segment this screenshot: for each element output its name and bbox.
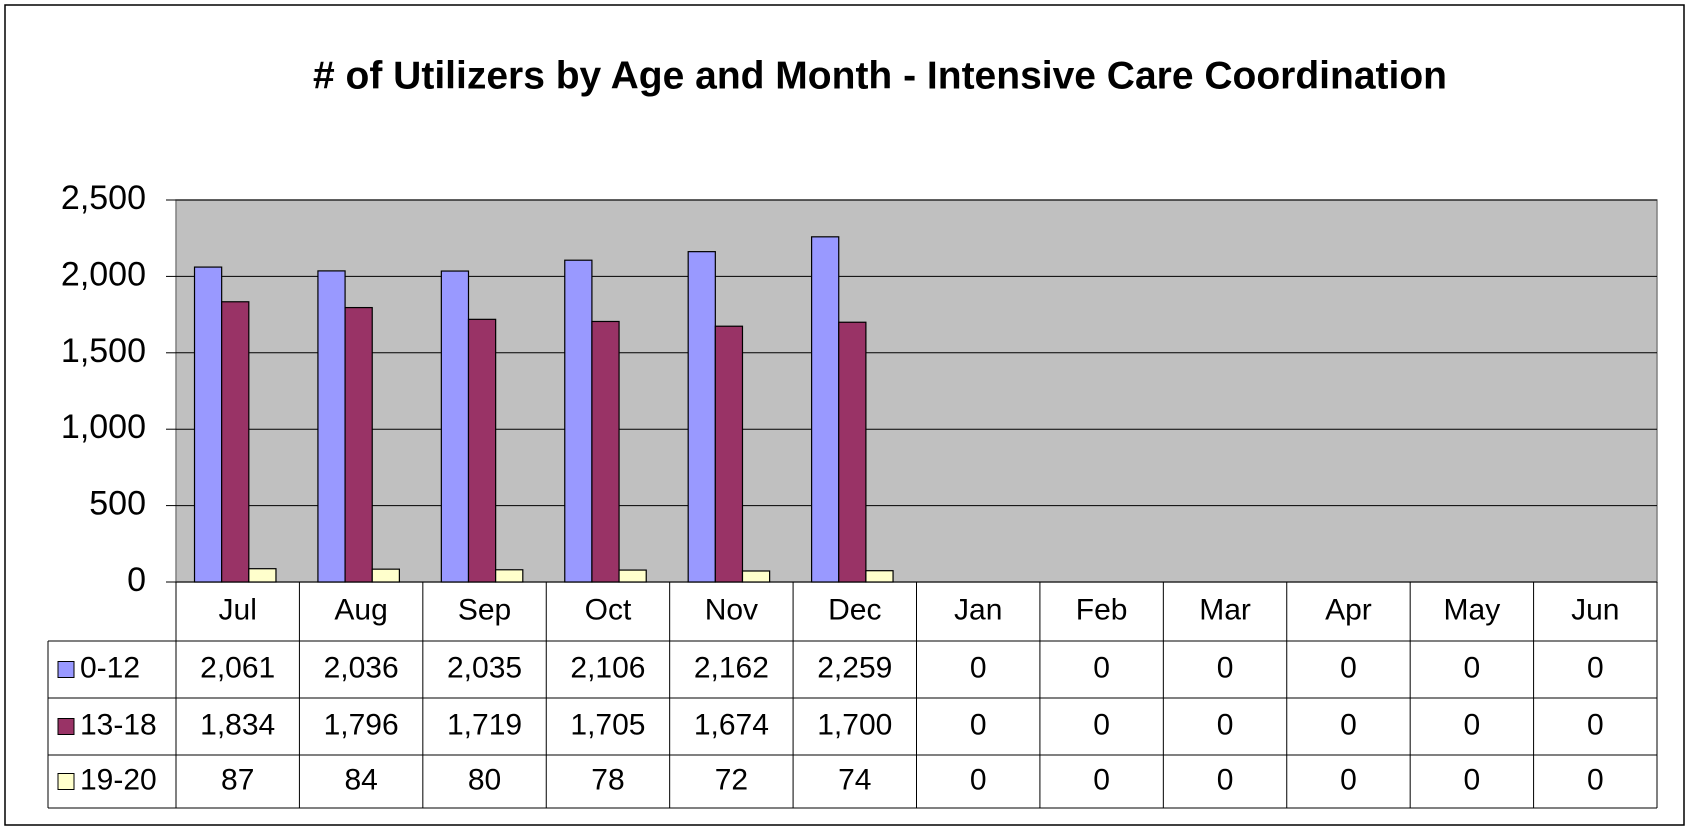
y-tick-label: 2,000: [61, 255, 146, 293]
table-value: 74: [838, 763, 871, 796]
bar: [591, 320, 620, 583]
bar: [440, 270, 470, 583]
table-value: 2,036: [324, 651, 399, 684]
x-tick-label: Mar: [1199, 593, 1251, 626]
bar: [618, 569, 647, 583]
table-value: 78: [591, 763, 624, 796]
table-value: 1,834: [200, 708, 275, 741]
x-tick-label: Nov: [705, 593, 758, 626]
x-tick-label: May: [1444, 593, 1501, 626]
table-value: 0: [1093, 651, 1110, 684]
x-tick-label: Jun: [1571, 593, 1619, 626]
table-value: 0: [1464, 651, 1481, 684]
table-value: 0: [1217, 651, 1234, 684]
plot-area: [175, 199, 1658, 583]
table-value: 0: [970, 763, 987, 796]
x-tick-label: Apr: [1325, 593, 1372, 626]
bar: [317, 270, 346, 583]
table-value: 87: [221, 763, 254, 796]
x-tick-label: Sep: [458, 593, 511, 626]
bar: [810, 236, 840, 583]
table-value: 0: [1340, 708, 1357, 741]
bar: [467, 318, 497, 583]
table-value: 0: [1464, 763, 1481, 796]
table-value: 2,106: [570, 651, 645, 684]
legend-label: 0-12: [80, 651, 140, 684]
table-value: 0: [1587, 763, 1604, 796]
y-tick-label: 500: [89, 485, 146, 523]
table-value: 0: [1340, 763, 1357, 796]
bar: [248, 568, 277, 583]
table-value: 0: [1587, 651, 1604, 684]
table-value: 84: [344, 763, 377, 796]
table-value: 0: [1587, 708, 1604, 741]
x-tick-label: Jan: [954, 593, 1002, 626]
bar: [838, 321, 867, 583]
bar: [564, 259, 593, 583]
bar: [687, 251, 716, 583]
legend-swatch: [57, 661, 75, 678]
y-tick-label: 2,500: [61, 179, 146, 217]
table-value: 0: [970, 708, 987, 741]
table-value: 0: [1217, 708, 1234, 741]
bar: [371, 568, 400, 583]
bar: [865, 570, 894, 583]
table-value: 0: [1464, 708, 1481, 741]
table-value: 1,700: [817, 708, 892, 741]
chart-title: # of Utilizers by Age and Month - Intens…: [313, 54, 1447, 97]
table-value: 2,259: [817, 651, 892, 684]
y-tick-label: 1,500: [61, 332, 146, 370]
table-value: 80: [468, 763, 501, 796]
bar: [741, 570, 771, 583]
table-value: 1,674: [694, 708, 769, 741]
x-tick-label: Dec: [828, 593, 881, 626]
legend-swatch: [57, 718, 75, 735]
bar: [193, 266, 223, 583]
table-value: 0: [970, 651, 987, 684]
table-value: 1,719: [447, 708, 522, 741]
bar: [221, 301, 250, 583]
table-value: 0: [1093, 708, 1110, 741]
table-value: 72: [715, 763, 748, 796]
table-value: 0: [1217, 763, 1234, 796]
x-tick-label: Jul: [219, 593, 257, 626]
table-value: 0: [1340, 651, 1357, 684]
y-tick-label: 0: [127, 561, 146, 599]
table-value: 2,162: [694, 651, 769, 684]
legend-label: 13-18: [80, 708, 157, 741]
bar: [344, 306, 373, 583]
legend-swatch: [57, 773, 75, 790]
table-value: 1,705: [570, 708, 645, 741]
bar: [714, 325, 744, 583]
bar: [495, 569, 524, 583]
x-tick-label: Oct: [585, 593, 632, 626]
table-value: 1,796: [324, 708, 399, 741]
table-value: 2,035: [447, 651, 522, 684]
x-tick-label: Aug: [334, 593, 387, 626]
table-value: 2,061: [200, 651, 275, 684]
table-value: 0: [1093, 763, 1110, 796]
legend-label: 19-20: [80, 763, 157, 796]
x-tick-label: Feb: [1076, 593, 1128, 626]
y-tick-label: 1,000: [61, 408, 146, 446]
